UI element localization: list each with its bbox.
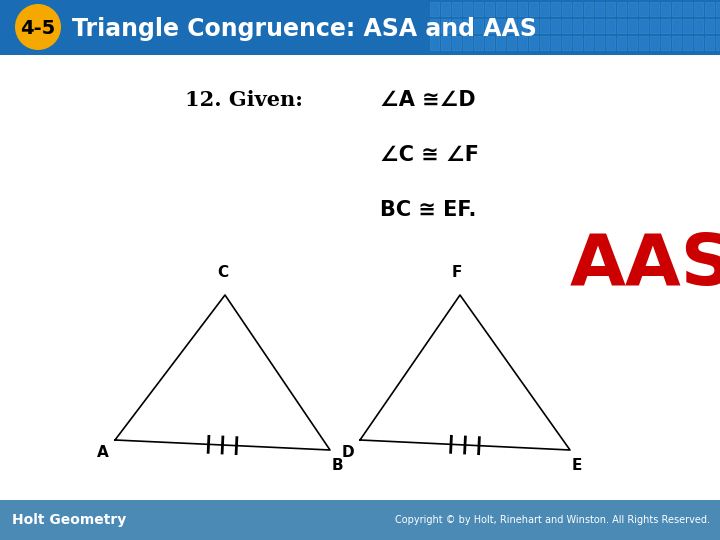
Bar bbox=[452, 19, 461, 33]
Bar bbox=[529, 2, 538, 16]
Bar bbox=[562, 36, 571, 50]
Bar bbox=[529, 36, 538, 50]
Text: ∠A ≅∠D: ∠A ≅∠D bbox=[380, 90, 476, 110]
Text: C: C bbox=[217, 265, 228, 280]
Bar bbox=[716, 19, 720, 33]
Bar bbox=[639, 19, 648, 33]
Bar bbox=[639, 2, 648, 16]
Bar bbox=[606, 19, 615, 33]
Text: Holt Geometry: Holt Geometry bbox=[12, 513, 126, 527]
Bar bbox=[661, 19, 670, 33]
Bar bbox=[485, 36, 494, 50]
Bar bbox=[496, 2, 505, 16]
Bar bbox=[650, 19, 659, 33]
Bar bbox=[705, 19, 714, 33]
Bar bbox=[672, 2, 681, 16]
Bar bbox=[441, 2, 450, 16]
Text: BC ≅ EF.: BC ≅ EF. bbox=[380, 200, 477, 220]
Bar bbox=[683, 2, 692, 16]
Bar bbox=[463, 36, 472, 50]
Bar bbox=[507, 19, 516, 33]
Bar bbox=[485, 19, 494, 33]
Bar bbox=[507, 2, 516, 16]
Bar bbox=[584, 36, 593, 50]
Bar bbox=[551, 2, 560, 16]
Bar bbox=[496, 36, 505, 50]
Bar bbox=[441, 36, 450, 50]
Bar bbox=[551, 36, 560, 50]
Text: F: F bbox=[452, 265, 462, 280]
Text: Copyright © by Holt, Rinehart and Winston. All Rights Reserved.: Copyright © by Holt, Rinehart and Winsto… bbox=[395, 515, 710, 525]
Bar bbox=[452, 36, 461, 50]
Bar bbox=[617, 36, 626, 50]
Bar bbox=[507, 36, 516, 50]
Bar bbox=[716, 36, 720, 50]
Bar bbox=[672, 19, 681, 33]
Bar bbox=[705, 2, 714, 16]
Bar bbox=[430, 19, 439, 33]
Bar bbox=[694, 2, 703, 16]
Bar bbox=[463, 19, 472, 33]
Bar bbox=[452, 2, 461, 16]
Text: E: E bbox=[572, 458, 582, 473]
Bar bbox=[683, 19, 692, 33]
Bar bbox=[573, 2, 582, 16]
Bar bbox=[584, 2, 593, 16]
Bar bbox=[540, 36, 549, 50]
Bar bbox=[617, 2, 626, 16]
Bar bbox=[606, 36, 615, 50]
Bar bbox=[0, 0, 720, 55]
Bar bbox=[683, 36, 692, 50]
Text: D: D bbox=[342, 445, 355, 460]
Text: 12. Given:: 12. Given: bbox=[185, 90, 303, 110]
Bar bbox=[617, 19, 626, 33]
Bar bbox=[0, 500, 720, 540]
Bar bbox=[595, 2, 604, 16]
Bar bbox=[430, 36, 439, 50]
Bar bbox=[562, 2, 571, 16]
Bar bbox=[672, 36, 681, 50]
Bar bbox=[573, 36, 582, 50]
Bar bbox=[518, 19, 527, 33]
Bar bbox=[694, 19, 703, 33]
Bar bbox=[628, 19, 637, 33]
Bar bbox=[661, 2, 670, 16]
Bar bbox=[562, 19, 571, 33]
Bar bbox=[518, 36, 527, 50]
Text: Triangle Congruence: ASA and AAS: Triangle Congruence: ASA and AAS bbox=[72, 17, 537, 41]
Bar bbox=[540, 19, 549, 33]
Bar bbox=[540, 2, 549, 16]
Bar bbox=[628, 2, 637, 16]
Bar bbox=[716, 2, 720, 16]
Bar bbox=[661, 36, 670, 50]
Bar bbox=[573, 19, 582, 33]
Bar bbox=[463, 2, 472, 16]
Bar bbox=[474, 19, 483, 33]
Bar bbox=[606, 2, 615, 16]
Text: AAS: AAS bbox=[570, 231, 720, 300]
Bar bbox=[595, 36, 604, 50]
Text: 4-5: 4-5 bbox=[20, 19, 55, 38]
Bar bbox=[705, 36, 714, 50]
Bar bbox=[518, 2, 527, 16]
Bar bbox=[474, 2, 483, 16]
Bar bbox=[584, 19, 593, 33]
Bar bbox=[485, 2, 494, 16]
Bar bbox=[639, 36, 648, 50]
Text: B: B bbox=[332, 458, 343, 473]
Bar bbox=[441, 19, 450, 33]
Bar bbox=[694, 36, 703, 50]
Bar bbox=[650, 2, 659, 16]
Bar bbox=[551, 19, 560, 33]
Bar bbox=[529, 19, 538, 33]
Text: A: A bbox=[97, 445, 109, 460]
Text: ∠C ≅ ∠F: ∠C ≅ ∠F bbox=[380, 145, 479, 165]
Bar bbox=[496, 19, 505, 33]
Bar bbox=[430, 2, 439, 16]
Bar bbox=[474, 36, 483, 50]
Bar bbox=[628, 36, 637, 50]
Bar bbox=[595, 19, 604, 33]
Circle shape bbox=[15, 4, 61, 50]
Bar bbox=[650, 36, 659, 50]
